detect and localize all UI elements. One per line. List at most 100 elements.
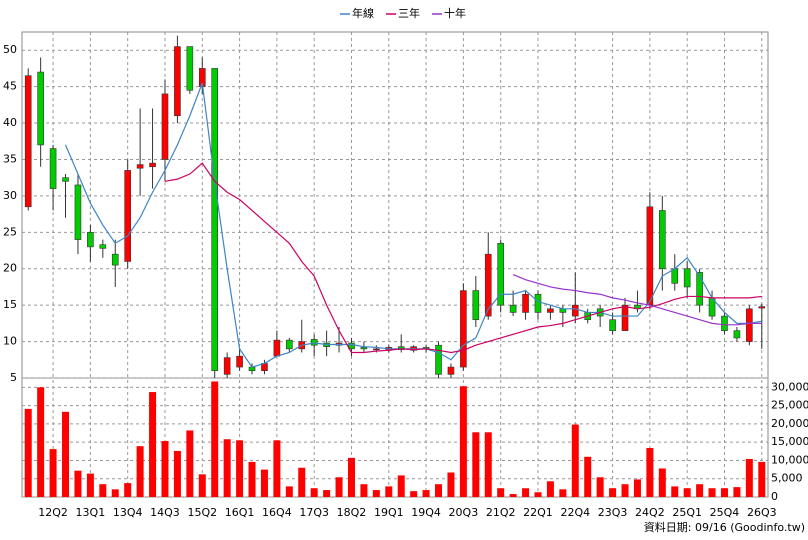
- volume-bar: [385, 486, 393, 497]
- candle-body: [509, 304, 517, 313]
- candle-body: [360, 347, 368, 350]
- candle-body: [447, 366, 455, 375]
- volume-bar: [522, 488, 530, 497]
- x-tick-label: 25Q4: [710, 506, 740, 519]
- volume-bar: [124, 483, 132, 497]
- candle-body: [273, 339, 281, 357]
- volume-bar: [745, 458, 753, 497]
- plot-frame: [21, 31, 769, 498]
- candle-body: [186, 46, 194, 91]
- candle-body: [547, 308, 554, 313]
- volume-bar: [49, 449, 57, 497]
- candle-body: [310, 339, 318, 346]
- candle-body: [174, 46, 181, 117]
- x-tick-label: 26Q3: [747, 506, 777, 519]
- volume-bar: [273, 440, 281, 497]
- volume-bar: [347, 457, 355, 497]
- volume-bar: [509, 494, 517, 497]
- y2-tick-label: 10,000: [771, 453, 808, 466]
- volume-bar: [211, 381, 219, 497]
- x-tick-label: 20Q3: [449, 506, 479, 519]
- volume-bar: [497, 488, 505, 497]
- y2-tick-label: 5,000: [771, 472, 803, 485]
- volume-bar: [248, 461, 256, 497]
- volume-bar: [285, 486, 293, 497]
- candle-body: [99, 244, 107, 249]
- volume-bar: [696, 484, 704, 497]
- candle-body: [733, 330, 741, 339]
- candle-body: [621, 304, 629, 331]
- volume-bar: [298, 467, 306, 497]
- volume-bar: [720, 488, 728, 497]
- y2-tick-label: 0: [771, 490, 778, 503]
- volume-bar: [223, 439, 231, 497]
- footnote: 資料日期: 09/16 (Goodinfo.tw): [644, 520, 805, 534]
- volume-bar: [671, 486, 679, 497]
- volume-bar: [99, 484, 107, 497]
- candle-body: [472, 290, 480, 321]
- volume-bar: [534, 492, 542, 497]
- candle-body: [484, 253, 492, 317]
- candle-body: [397, 346, 405, 350]
- volume-bar: [758, 461, 766, 497]
- volume-bar: [621, 484, 629, 497]
- volume-bar: [596, 477, 604, 497]
- x-tick-label: 24Q2: [635, 506, 665, 519]
- x-tick-label: 16Q4: [262, 506, 292, 519]
- candle-body: [497, 242, 504, 306]
- volume-bar: [323, 490, 331, 497]
- volume-bar: [236, 440, 244, 497]
- volume-bar: [609, 488, 617, 497]
- candle-body: [236, 355, 243, 368]
- volume-bar: [472, 432, 480, 497]
- volume-bar: [111, 489, 119, 497]
- x-tick-label: 17Q3: [299, 506, 329, 519]
- y-tick-label: 20: [3, 262, 17, 275]
- volume-bar: [435, 484, 443, 497]
- volume-bar: [633, 479, 641, 497]
- y-tick-label: 10: [3, 335, 17, 348]
- volume-bar: [708, 488, 716, 497]
- candle-body: [373, 348, 380, 351]
- candle-body: [149, 162, 156, 168]
- volume-bar: [310, 488, 318, 497]
- volume-bar: [422, 490, 430, 497]
- candle-body: [111, 253, 119, 266]
- x-tick-label: 15Q2: [187, 506, 217, 519]
- volume-bar: [459, 386, 467, 497]
- x-tick-label: 19Q1: [374, 506, 404, 519]
- candle-body: [286, 339, 293, 350]
- y-tick-label: 5: [10, 371, 17, 384]
- y2-tick-label: 25,000: [771, 399, 808, 412]
- x-tick-label: 19Q4: [411, 506, 441, 519]
- volume-bar: [161, 441, 169, 497]
- volume-bar: [584, 456, 592, 497]
- volume-bar: [86, 473, 94, 497]
- candle-body: [24, 75, 32, 208]
- x-tick-label: 22Q1: [523, 506, 553, 519]
- candle-body: [696, 272, 703, 306]
- volume-bar: [149, 392, 157, 497]
- candle-body: [659, 210, 666, 270]
- volume-bar: [733, 487, 741, 497]
- x-tick-label: 23Q3: [598, 506, 628, 519]
- x-tick-label: 25Q1: [672, 506, 702, 519]
- y-tick-label: 40: [3, 116, 17, 129]
- volume-bar: [260, 469, 268, 497]
- volume-bar: [658, 468, 666, 497]
- x-tick-label: 22Q4: [560, 506, 590, 519]
- volume-bar: [683, 488, 691, 497]
- candle-body: [348, 342, 355, 350]
- volume-bar: [198, 474, 206, 497]
- legend-label: 十年: [444, 6, 466, 20]
- candle-body: [161, 93, 169, 160]
- y2-tick-label: 20,000: [771, 417, 808, 430]
- volume-bar: [24, 408, 32, 497]
- candle-body: [460, 290, 467, 368]
- y-tick-label: 15: [3, 298, 17, 311]
- x-tick-label: 18Q2: [337, 506, 367, 519]
- x-tick-label: 13Q1: [76, 506, 106, 519]
- volume-bar: [360, 484, 368, 497]
- volume-bar: [37, 387, 45, 497]
